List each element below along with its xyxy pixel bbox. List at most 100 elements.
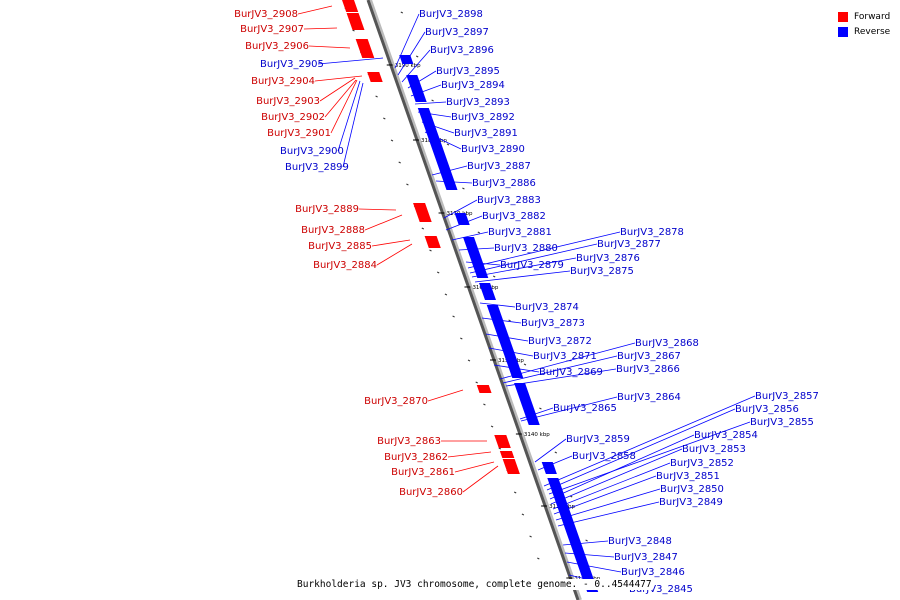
dash-mark bbox=[400, 11, 404, 14]
reverse-gene-label: BurJV3_2900 bbox=[280, 146, 344, 157]
reverse-connector bbox=[401, 49, 431, 83]
reverse-connector bbox=[562, 540, 609, 546]
reverse-gene bbox=[486, 305, 524, 378]
dash-mark bbox=[460, 337, 463, 340]
reverse-connector bbox=[481, 317, 522, 324]
forward-gene-label: BurJV3_2884 bbox=[313, 260, 377, 271]
forward-gene-label: BurJV3_2906 bbox=[245, 41, 309, 52]
reverse-gene-label: BurJV3_2858 bbox=[572, 451, 636, 462]
reverse-gene-label: BurJV3_2864 bbox=[617, 392, 681, 403]
forward-connector bbox=[319, 77, 356, 102]
forward-connector bbox=[314, 75, 363, 82]
dash-mark bbox=[585, 539, 588, 542]
axis-shadow bbox=[368, 0, 582, 600]
reverse-gene-label: BurJV3_2905 bbox=[260, 59, 324, 70]
dash-mark bbox=[554, 451, 558, 454]
axis-line bbox=[366, 0, 580, 600]
reverse-gene-label: BurJV3_2878 bbox=[620, 227, 684, 238]
reverse-connector bbox=[549, 434, 695, 500]
reverse-connector bbox=[435, 180, 473, 184]
dash-mark bbox=[415, 55, 419, 58]
dash-mark bbox=[383, 117, 386, 120]
reverse-connector bbox=[394, 13, 420, 69]
legend-reverse: Reverse bbox=[838, 24, 890, 39]
forward-gene-label: BurJV3_2863 bbox=[377, 436, 441, 447]
reverse-connector bbox=[537, 455, 573, 471]
reverse-gene-label: BurJV3_2872 bbox=[528, 336, 592, 347]
reverse-connector bbox=[552, 462, 671, 510]
reverse-connector bbox=[502, 355, 618, 384]
reverse-gene-label: BurJV3_2849 bbox=[659, 497, 723, 508]
reverse-connector bbox=[451, 231, 489, 241]
forward-connector bbox=[364, 214, 403, 231]
forward-gene-label: BurJV3_2888 bbox=[301, 225, 365, 236]
reverse-gene-label: BurJV3_2854 bbox=[694, 430, 758, 441]
forward-connector bbox=[427, 389, 464, 402]
reverse-connector bbox=[445, 215, 483, 231]
reverse-connector bbox=[566, 561, 622, 573]
reverse-gene-label: BurJV3_2845 bbox=[629, 584, 693, 595]
forward-gene-label: BurJV3_2861 bbox=[391, 467, 455, 478]
forward-connector bbox=[303, 27, 338, 30]
reverse-connector bbox=[548, 421, 751, 495]
dash-mark bbox=[421, 227, 425, 230]
reverse-gene-label: BurJV3_2853 bbox=[682, 444, 746, 455]
tick-label: 3190 kbp bbox=[395, 63, 421, 69]
reverse-gene-label: BurJV3_2890 bbox=[461, 144, 525, 155]
dash-mark bbox=[508, 319, 511, 322]
forward-gene bbox=[476, 385, 492, 393]
forward-connector bbox=[358, 208, 397, 211]
forward-gene bbox=[355, 39, 375, 58]
reverse-connector bbox=[564, 552, 615, 558]
forward-connector bbox=[371, 239, 411, 247]
dash-mark bbox=[523, 363, 527, 366]
reverse-gene-label: BurJV3_2879 bbox=[500, 260, 564, 271]
reverse-gene-label: BurJV3_2898 bbox=[419, 9, 483, 20]
reverse-gene-label: BurJV3_2886 bbox=[472, 178, 536, 189]
reverse-connector bbox=[467, 231, 621, 269]
dash-mark bbox=[529, 535, 532, 538]
reverse-gene-label: BurJV3_2871 bbox=[533, 351, 597, 362]
dash-mark bbox=[498, 447, 502, 450]
legend: Forward Reverse bbox=[838, 9, 890, 39]
reverse-connector bbox=[479, 302, 516, 308]
reverse-gene-label: BurJV3_2883 bbox=[477, 195, 541, 206]
reverse-connector bbox=[546, 408, 736, 491]
reverse-connector bbox=[337, 80, 361, 152]
dash-mark bbox=[475, 381, 478, 384]
dash-mark bbox=[431, 99, 434, 102]
dash-mark bbox=[444, 293, 448, 296]
forward-connector bbox=[462, 465, 499, 493]
reverse-connector bbox=[471, 257, 577, 278]
forward-gene-label: BurJV3_2870 bbox=[364, 396, 428, 407]
dash-mark bbox=[483, 403, 486, 406]
reverse-gene-label: BurJV3_2892 bbox=[451, 112, 515, 123]
reverse-connector bbox=[424, 131, 462, 150]
dash-mark bbox=[492, 275, 496, 278]
reverse-gene-label: BurJV3_2846 bbox=[621, 567, 685, 578]
chromosome-axis bbox=[366, 0, 582, 600]
dash-mark bbox=[375, 95, 378, 98]
reverse-gene-label: BurJV3_2855 bbox=[750, 417, 814, 428]
reverse-gene bbox=[462, 237, 489, 278]
forward-connector bbox=[297, 5, 333, 15]
reverse-connector bbox=[421, 121, 455, 134]
forward-gene bbox=[346, 13, 365, 30]
forward-gene-label: BurJV3_2907 bbox=[240, 24, 304, 35]
reverse-connector bbox=[519, 407, 554, 420]
dash-mark bbox=[490, 425, 494, 428]
forward-connector bbox=[447, 451, 492, 458]
forward-gene-label: BurJV3_2903 bbox=[256, 96, 320, 107]
forward-gene-label: BurJV3_2862 bbox=[384, 452, 448, 463]
reverse-gene-label: BurJV3_2875 bbox=[570, 266, 634, 277]
reverse-connector bbox=[317, 57, 384, 65]
reverse-connector bbox=[534, 438, 567, 463]
reverse-gene-label: BurJV3_2873 bbox=[521, 318, 585, 329]
reverse-connector bbox=[499, 342, 636, 380]
dash-mark bbox=[390, 139, 394, 142]
reverse-gene-label: BurJV3_2869 bbox=[539, 367, 603, 378]
reverse-connector bbox=[557, 501, 660, 527]
forward-gene bbox=[342, 0, 359, 12]
reverse-gene-label: BurJV3_2859 bbox=[566, 434, 630, 445]
